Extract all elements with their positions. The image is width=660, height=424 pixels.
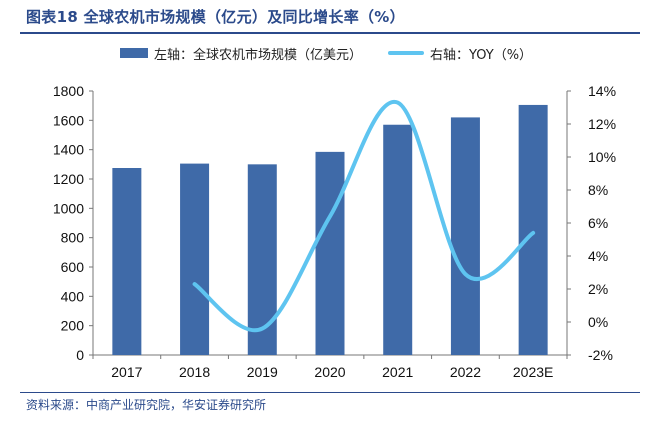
right-tick-label: 8% — [588, 182, 608, 198]
left-tick-label: 1200 — [53, 171, 84, 187]
x-tick-label: 2021 — [382, 364, 413, 380]
left-tick-label: 200 — [61, 318, 85, 334]
left-tick-label: 1600 — [53, 112, 84, 128]
legend-bar-swatch — [120, 48, 148, 58]
chart-title: 图表18 全球农机市场规模（亿元）及同比增长率（%） — [26, 8, 405, 26]
left-tick-label: 0 — [76, 347, 84, 363]
bar-2020 — [315, 151, 345, 355]
right-tick-label: 0% — [588, 314, 608, 330]
left-tick-label: 1400 — [53, 142, 84, 158]
left-tick-label: 600 — [61, 259, 85, 275]
left-tick-label: 1800 — [53, 83, 84, 99]
x-tick-label: 2022 — [450, 364, 481, 380]
left-tick-label: 800 — [61, 230, 85, 246]
x-tick-label: 2019 — [247, 364, 278, 380]
x-tick-label: 2017 — [111, 364, 142, 380]
legend-item-line: 右轴：YOY（%） — [388, 44, 532, 63]
bar-2022 — [450, 117, 480, 356]
yoy-line — [192, 99, 536, 333]
bar-2018 — [180, 163, 210, 355]
right-tick-label: 12% — [588, 116, 616, 132]
chart-legend: 左轴：全球农机市场规模（亿美元） 右轴：YOY（%） — [120, 43, 558, 63]
right-tick-label: 4% — [588, 248, 608, 264]
left-tick-label: 1000 — [53, 200, 84, 216]
legend-line-swatch — [388, 51, 425, 55]
bar-2021 — [383, 124, 413, 355]
source-divider — [20, 392, 640, 393]
legend-item-bars: 左轴：全球农机市场规模（亿美元） — [120, 44, 362, 63]
right-tick-label: 2% — [588, 281, 608, 297]
bar-2017 — [112, 168, 142, 355]
source-note: 资料来源：中商产业研究院，华安证券研究所 — [26, 398, 267, 412]
right-tick-label: 14% — [588, 83, 616, 99]
bar-2023E — [518, 104, 548, 355]
legend-line-label: 右轴：YOY（%） — [430, 47, 533, 63]
legend-bar-label: 左轴：全球农机市场规模（亿美元） — [154, 47, 363, 63]
right-tick-label: 10% — [588, 149, 616, 165]
right-tick-label: -2% — [588, 347, 613, 363]
left-tick-label: 400 — [61, 288, 85, 304]
right-tick-label: 6% — [588, 215, 608, 231]
x-tick-label: 2023E — [513, 364, 553, 380]
title-divider — [20, 32, 640, 34]
x-tick-label: 2020 — [314, 364, 345, 380]
x-tick-label: 2018 — [179, 364, 210, 380]
